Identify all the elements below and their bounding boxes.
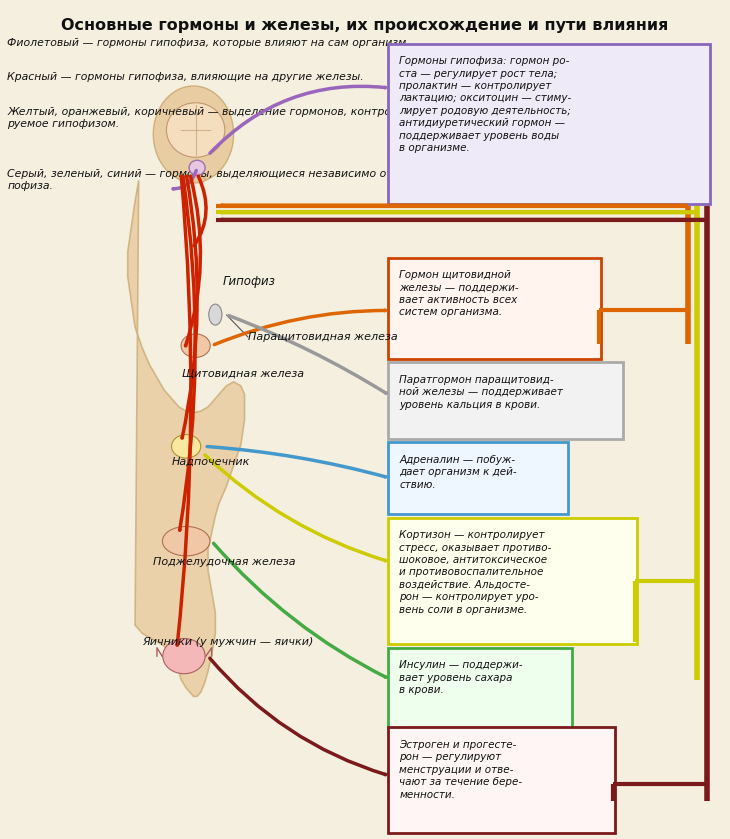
Ellipse shape (172, 435, 201, 458)
FancyBboxPatch shape (388, 518, 637, 644)
Polygon shape (181, 175, 206, 183)
FancyBboxPatch shape (388, 442, 568, 514)
Text: Надпочечник: Надпочечник (172, 456, 250, 466)
Text: Инсулин — поддержи-
вает уровень сахара
в крови.: Инсулин — поддержи- вает уровень сахара … (399, 660, 523, 695)
FancyBboxPatch shape (388, 648, 572, 728)
Text: Гипофиз: Гипофиз (223, 274, 275, 288)
Ellipse shape (189, 160, 205, 175)
FancyBboxPatch shape (388, 727, 615, 833)
Text: Кортизон — контролирует
стресс, оказывает противо-
шоковое, антитоксическое
и пр: Кортизон — контролирует стресс, оказывае… (399, 530, 552, 615)
FancyBboxPatch shape (388, 258, 601, 359)
FancyBboxPatch shape (388, 362, 623, 439)
Text: Эстроген и прогесте-
рон — регулируют
менструации и отве-
чают за течение бере-
: Эстроген и прогесте- рон — регулируют ме… (399, 740, 523, 800)
Ellipse shape (163, 638, 205, 674)
Text: Основные гормоны и железы, их происхождение и пути влияния: Основные гормоны и железы, их происхожде… (61, 18, 669, 34)
Ellipse shape (163, 527, 210, 556)
Text: Красный — гормоны гипофиза, влияющие на другие железы.: Красный — гормоны гипофиза, влияющие на … (7, 72, 364, 82)
Ellipse shape (181, 334, 210, 357)
FancyBboxPatch shape (388, 44, 710, 204)
Ellipse shape (166, 103, 225, 158)
Ellipse shape (209, 305, 222, 325)
Text: Гормон щитовидной
железы — поддержи-
вает активность всех
систем организма.: Гормон щитовидной железы — поддержи- вае… (399, 270, 519, 317)
Text: Адреналин — побуж-
дает организм к дей-
ствию.: Адреналин — побуж- дает организм к дей- … (399, 455, 517, 489)
Text: Яичники (у мужчин — яички): Яичники (у мужчин — яички) (142, 637, 314, 647)
Text: Щитовидная железа: Щитовидная железа (182, 368, 304, 378)
Text: Поджелудочная железа: Поджелудочная железа (153, 557, 296, 567)
Text: Серый, зеленый, синий — гормоны, выделяющиеся независимо от ги-
пофиза.: Серый, зеленый, синий — гормоны, выделяю… (7, 169, 413, 191)
Polygon shape (128, 180, 245, 696)
Text: Паращитовидная железа: Паращитовидная железа (248, 332, 398, 342)
Text: Паратгормон паращитовид-
ной железы — поддерживает
уровень кальция в крови.: Паратгормон паращитовид- ной железы — по… (399, 375, 563, 409)
Text: Фиолетовый — гормоны гипофиза, которые влияют на сам организм.: Фиолетовый — гормоны гипофиза, которые в… (7, 38, 410, 48)
Text: Желтый, оранжевый, коричневый — выделение гормонов, контроли-
руемое гипофизом.: Желтый, оранжевый, коричневый — выделени… (7, 107, 410, 129)
Text: Гормоны гипофиза: гормон ро-
ста — регулирует рост тела;
пролактин — контролируе: Гормоны гипофиза: гормон ро- ста — регул… (399, 56, 572, 153)
Ellipse shape (153, 86, 234, 183)
